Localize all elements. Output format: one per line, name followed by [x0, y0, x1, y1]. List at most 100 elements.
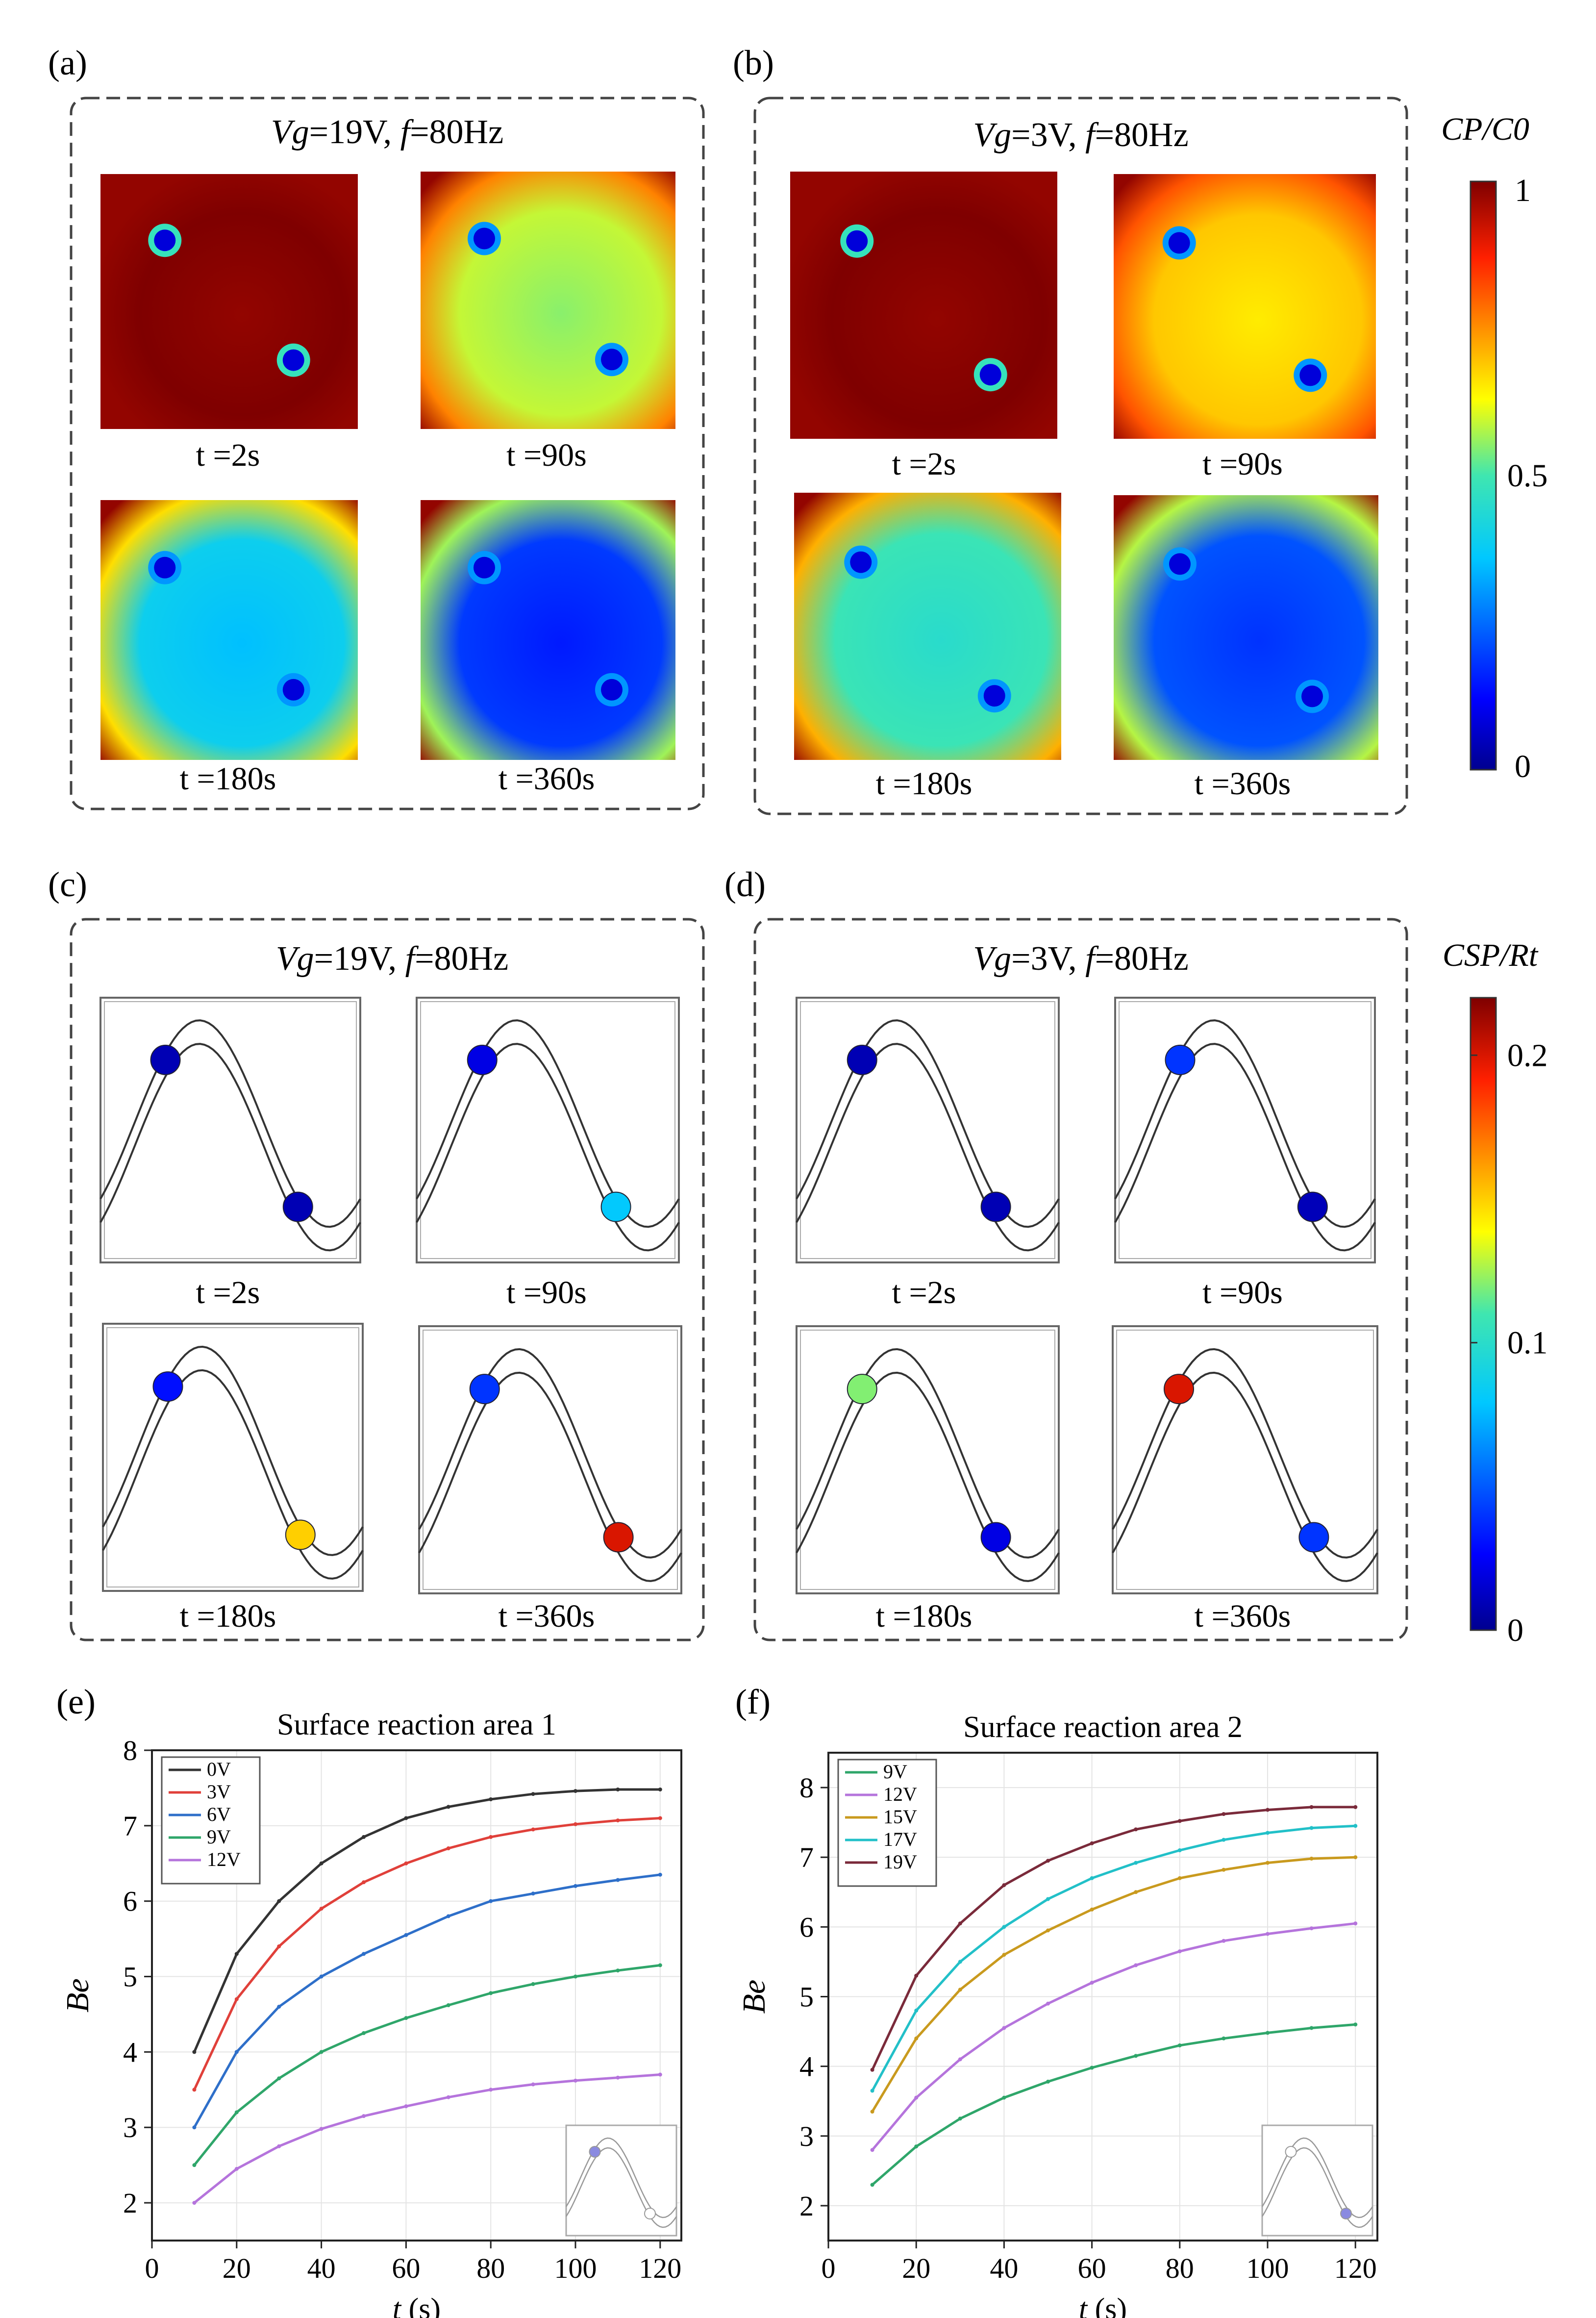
data-point [1090, 2066, 1094, 2070]
data-point [277, 2076, 281, 2081]
panel-letter: (d) [724, 865, 766, 904]
time-label: t =180s [180, 761, 276, 797]
y-tick-label: 4 [123, 2036, 137, 2068]
data-point [1090, 1841, 1094, 1845]
data-point [658, 1816, 662, 1820]
colorbar-concentration: CP/C0 1 0.5 0 [1441, 111, 1547, 784]
data-point [1177, 1949, 1182, 1954]
particle [467, 1044, 498, 1075]
series-line [193, 2073, 660, 2204]
data-point [1266, 1861, 1270, 1865]
colorbar-tick: 0 [1507, 1613, 1523, 1648]
data-point [192, 2201, 197, 2205]
y-tick-label: 2 [799, 2190, 814, 2222]
data-point [1134, 1827, 1138, 1832]
series-line [871, 1922, 1356, 2151]
particle [979, 364, 1001, 386]
dashed-frame [753, 97, 1408, 815]
x-axis-label: t (s) [393, 2293, 441, 2318]
y-tick-label: 7 [123, 1810, 137, 1842]
channel-frame [416, 997, 680, 1263]
data-point [446, 1805, 450, 1809]
data-point [1353, 1824, 1358, 1828]
x-tick-label: 40 [307, 2252, 336, 2284]
data-point [1353, 1805, 1358, 1809]
series-line [871, 2023, 1356, 2186]
data-point [616, 1788, 620, 1791]
vg-value: 3V [1031, 940, 1072, 978]
data-point [319, 2050, 324, 2054]
data-point [1090, 1907, 1094, 1912]
data-point [404, 2016, 408, 2020]
time-label: t =90s [506, 437, 587, 473]
data-point [362, 2114, 366, 2118]
data-point [1002, 2095, 1006, 2100]
data-point [1002, 1925, 1006, 1929]
y-tick-label: 8 [799, 1772, 814, 1804]
series-line [871, 1806, 1356, 2070]
y-tick-label: 3 [799, 2120, 814, 2152]
channel-wall [1112, 1371, 1378, 1582]
legend-box [837, 1759, 937, 1887]
data-point [489, 1835, 493, 1839]
data-point [489, 1797, 493, 1801]
channel-frame [100, 997, 361, 1263]
data-point [1177, 1848, 1182, 1852]
data-point [531, 2082, 535, 2087]
x-tick-label: 120 [639, 2252, 681, 2284]
panel-b: (b) Vg=3V, f=80Hz t =2s t =90s t =180s t… [733, 43, 1408, 815]
data-point [531, 1982, 535, 1986]
channel-wall [1112, 1348, 1378, 1559]
channel-wall [1114, 1019, 1376, 1228]
panel-d: (d) Vg=3V, f=80Hz t =2s t =90s t =180s t… [724, 865, 1408, 1641]
colorbar-tick: 0.2 [1507, 1037, 1548, 1073]
data-point [489, 2088, 493, 2092]
data-point [658, 1872, 662, 1877]
data-point [574, 1884, 577, 1888]
series-line [193, 1817, 660, 2091]
x-axis-label: t (s) [1079, 2293, 1127, 2318]
data-point [1046, 2001, 1050, 2006]
f-value: 80Hz [434, 940, 509, 978]
channel-inner-frame [106, 1327, 359, 1587]
colorbar-tick: 0.1 [1507, 1325, 1548, 1361]
data-point [234, 1952, 239, 1956]
data-point [1266, 2031, 1270, 2035]
inset-particle [1340, 2208, 1352, 2219]
x-tick-label: 60 [392, 2252, 420, 2284]
data-point [1177, 1819, 1182, 1823]
data-point [658, 1963, 662, 1967]
data-point [531, 1891, 535, 1896]
data-point [277, 2005, 281, 2009]
series-line [193, 1788, 660, 2053]
data-point [870, 2183, 874, 2187]
particle [1169, 553, 1191, 575]
series-line [193, 1873, 661, 2128]
legend-label: 12V [207, 1848, 241, 1870]
inset-channel-wall [1261, 2137, 1373, 2218]
data-point [192, 2050, 197, 2054]
data-point [658, 1788, 662, 1791]
data-point [1222, 1838, 1226, 1842]
particle [1164, 1374, 1194, 1405]
colorbar-gradient [1470, 180, 1497, 771]
data-point [1222, 1939, 1226, 1943]
particle [980, 1522, 1011, 1553]
data-point [1222, 1867, 1226, 1872]
y-tick-label: 5 [123, 1961, 137, 1993]
particle [1301, 685, 1323, 707]
data-point [616, 1818, 620, 1823]
data-point [1309, 2026, 1314, 2030]
channel-inner-frame [423, 1330, 678, 1590]
data-point [192, 2163, 197, 2167]
data-point [1046, 2079, 1050, 2084]
particle [282, 349, 304, 371]
condition-label: Vg=3V, f=80Hz [973, 116, 1188, 154]
data-point [870, 2148, 874, 2152]
panel-e: (e) Surface reaction area 1 0 20 40 60 80 100 1… [56, 1682, 682, 2318]
data-point [362, 1835, 366, 1839]
particle [601, 349, 623, 371]
chart-area-2: Surface reaction area 2 0 20 40 60 80 100 120 2 3… [736, 1711, 1378, 2318]
vg-value: 19V [328, 113, 387, 151]
channel-wall [796, 1371, 1060, 1582]
